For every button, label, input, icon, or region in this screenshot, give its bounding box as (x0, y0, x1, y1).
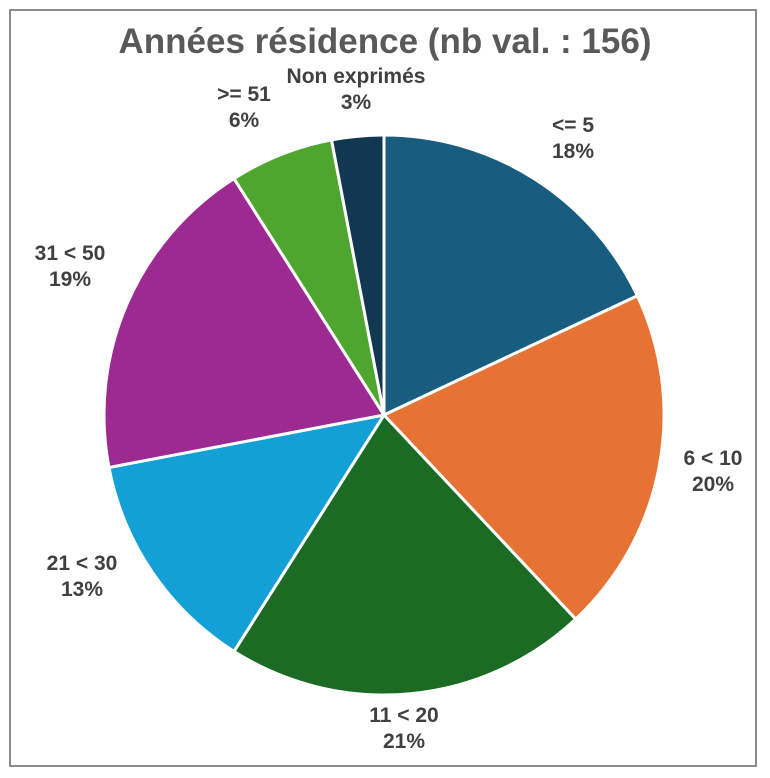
slice-percent-1: 18% (552, 140, 594, 163)
slice-label-2: 6 < 10 (684, 447, 743, 470)
slice-percent-2: 20% (692, 473, 734, 496)
pie-slice-1 (382, 133, 640, 418)
pie-slice-4 (107, 412, 388, 654)
slice-percent-3: 21% (383, 730, 425, 753)
slice-label-1: <= 5 (552, 114, 594, 137)
slice-label-3: 11 < 20 (369, 704, 439, 727)
pie-slice-5 (102, 176, 387, 470)
slice-label-4: 21 < 30 (47, 552, 118, 575)
chart-title: Années résidence (nb val. : 156) (118, 22, 652, 61)
slice-percent-6: 6% (229, 109, 260, 132)
slice-percent-7: 3% (341, 91, 372, 114)
pie-slice-2 (381, 293, 666, 622)
slice-label-6: >= 51 (217, 83, 271, 106)
slice-label-7: Non exprimés (287, 65, 426, 88)
slice-percent-5: 19% (49, 268, 91, 291)
pie-slice-3 (231, 412, 578, 697)
pie-slice-7 (329, 133, 386, 416)
slice-label-5: 31 < 50 (35, 242, 106, 265)
slice-percent-4: 13% (61, 578, 103, 601)
